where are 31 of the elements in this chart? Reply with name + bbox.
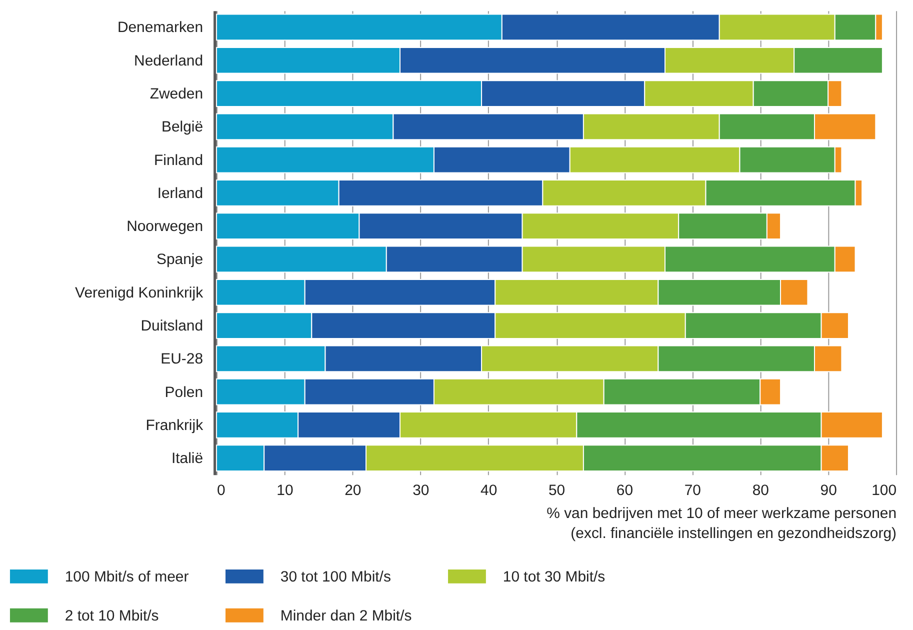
y-tick-label: Noorwegen [126, 218, 204, 236]
x-tick-label: 90 [820, 482, 837, 500]
y-tick-label: EU-28 [160, 350, 204, 368]
x-tick-label: 100 [872, 482, 897, 500]
x-tick-label: 50 [548, 482, 566, 500]
x-tick-label: 40 [480, 482, 498, 500]
y-tick-label: Finland [154, 152, 204, 169]
x-tick-label: 80 [752, 482, 769, 500]
y-tick-label: Duitsland [140, 318, 204, 334]
legend-label: 30 tot 100 Mbit/s [280, 568, 391, 586]
x-axis-title: % van bedrijven met 10 of meer werkzame personen (excl. financiële instellingen en gezondheidszorg) [546, 505, 897, 542]
y-tick-label: Denemarken [117, 19, 204, 36]
legend-label: 100 Mbit/s of meer [64, 568, 189, 586]
y-tick-label: Frankrijk [146, 416, 204, 434]
x-tick-label: 70 [684, 482, 702, 500]
x-tick-label: 30 [412, 482, 430, 500]
y-tick-label: Verenigd Koninkrijk [75, 284, 204, 302]
y-tick-label: Nederland [134, 52, 204, 70]
y-tick-label: Zweden [150, 86, 204, 103]
y-tick-label: Polen [164, 384, 204, 401]
x-tick-label: 20 [344, 482, 362, 500]
x-tick-label: 0 [217, 482, 226, 500]
x-tick-label: 60 [616, 482, 634, 500]
y-tick-label: Ierland [157, 184, 204, 202]
legend-label: 10 tot 30 Mbit/s [502, 568, 606, 586]
x-tick-label: 10 [276, 482, 294, 500]
legend-label: 2 tot 10 Mbit/s [64, 607, 159, 624]
y-tick-label: Italië [171, 450, 204, 468]
y-tick-label: Spanje [156, 251, 204, 268]
legend-label: Minder dan 2 Mbit/s [280, 607, 412, 624]
y-tick-label: België [161, 118, 204, 136]
